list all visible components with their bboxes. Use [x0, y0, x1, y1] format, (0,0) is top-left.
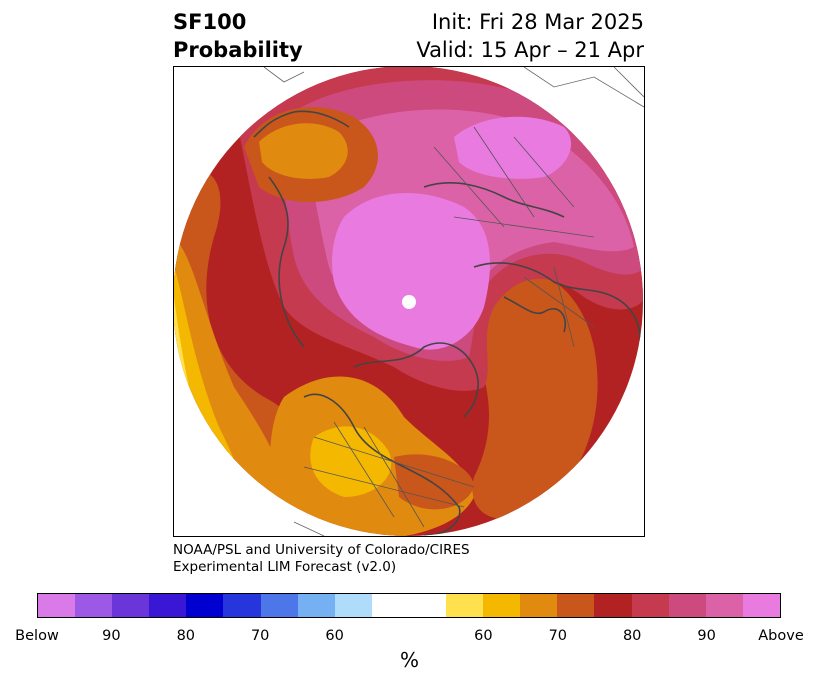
chart-title-left: SF100 Probability: [173, 8, 303, 64]
field-siberia-magenta: [454, 116, 572, 179]
colorbar-segment: [112, 594, 150, 617]
field-pacific-amber: [259, 123, 348, 179]
colorbar-segment: [705, 594, 743, 617]
colorbar-segment: [149, 594, 187, 617]
credit-line-2: Experimental LIM Forecast (v2.0): [173, 559, 397, 575]
valid-range: Valid: 15 Apr – 21 Apr: [416, 38, 644, 62]
colorbar-tick-label: 80: [176, 628, 196, 644]
colorbar-segment: [446, 594, 484, 617]
colorbar-segment: [371, 594, 447, 617]
colorbar-tick-label: 90: [697, 628, 716, 644]
polar-map: [173, 66, 645, 537]
colorbar-tick-label: Above: [758, 628, 804, 644]
probability-map-svg: [174, 67, 644, 536]
colorbar-segment: [334, 594, 372, 617]
coastlines: [253, 110, 641, 536]
colorbar-segment: [520, 594, 558, 617]
field-usa-yellow: [310, 426, 392, 497]
colorbar-ticks: Below 90 80 70 60 60 70 80 90 Above: [0, 628, 819, 648]
colorbar-segment: [260, 594, 298, 617]
variable-name: SF100: [173, 10, 247, 34]
colorbar-segment: [75, 594, 113, 617]
init-date: Init: Fri 28 Mar 2025: [431, 10, 644, 34]
field-pole-magenta: [332, 193, 490, 350]
colorbar-segment: [742, 594, 780, 617]
credit-line-1: NOAA/PSL and University of Colorado/CIRE…: [173, 542, 470, 558]
colorbar-segment: [557, 594, 595, 617]
colorbar-segment: [668, 594, 706, 617]
outer-land: [263, 67, 644, 536]
colorbar-tick-label: Below: [15, 628, 59, 644]
borders: [303, 126, 595, 528]
colorbar-tick-label: 70: [548, 628, 568, 644]
pole-marker: [402, 295, 416, 309]
credit-text: NOAA/PSL and University of Colorado/CIRE…: [173, 542, 470, 576]
probability-field: [174, 67, 643, 536]
colorbar-unit: %: [399, 648, 419, 672]
colorbar: [37, 593, 781, 618]
colorbar-segment: [594, 594, 632, 617]
colorbar-tick-label: 60: [474, 628, 493, 644]
chart-title-right: Init: Fri 28 Mar 2025 Valid: 15 Apr – 21…: [416, 8, 644, 64]
field-atlantic-orange: [472, 271, 598, 519]
colorbar-tick-label: 80: [622, 628, 642, 644]
colorbar-segment: [631, 594, 669, 617]
colorbar-segment: [297, 594, 335, 617]
colorbar-tick-label: 70: [250, 628, 270, 644]
colorbar-segment: [483, 594, 521, 617]
colorbar-segment: [223, 594, 261, 617]
variable-type: Probability: [173, 38, 303, 62]
colorbar-tick-label: 60: [325, 628, 344, 644]
colorbar-segment: [186, 594, 224, 617]
colorbar-tick-label: 90: [102, 628, 121, 644]
colorbar-segment: [38, 594, 76, 617]
